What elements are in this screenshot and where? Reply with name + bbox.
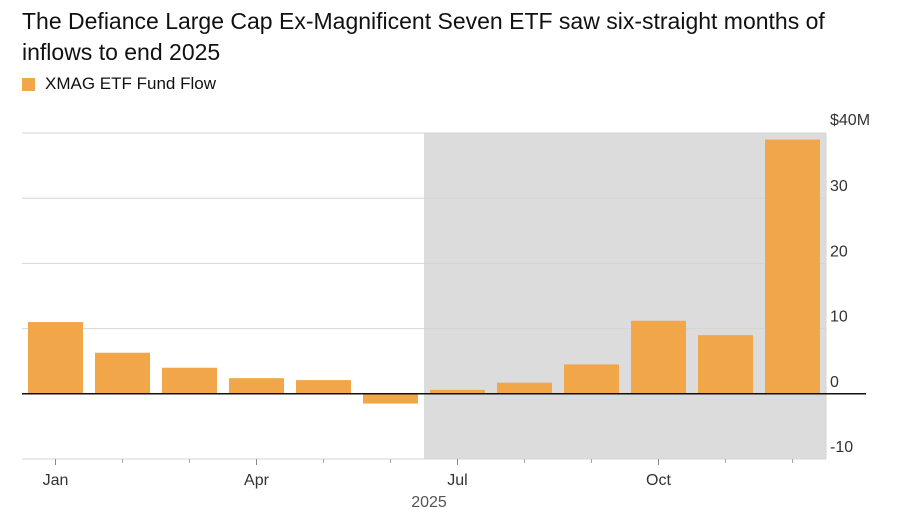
chart-title: The Defiance Large Cap Ex-Magnificent Se… [22,8,825,65]
bar [765,139,820,394]
bar [497,382,552,394]
y-tick-label: -10 [830,439,853,456]
y-tick-label: $40M [830,112,870,129]
bar [95,352,150,394]
x-tick-label: Jan [43,472,69,489]
bar [363,393,418,404]
bar [162,367,217,394]
x-tick-label: Apr [244,472,270,489]
y-tick-label: 0 [830,374,839,391]
legend-label: XMAG ETF Fund Flow [45,74,216,93]
x-year-label: 2025 [411,494,447,510]
x-tick-label: Oct [646,472,671,489]
legend: XMAG ETF Fund Flow [22,74,216,94]
bar [564,364,619,394]
bar [631,320,686,394]
y-tick-label: 30 [830,178,848,195]
bar [296,380,351,394]
y-tick-label: 20 [830,243,848,260]
legend-swatch [22,77,35,91]
bar [698,335,753,394]
y-tick-label: 10 [830,309,848,326]
bar [28,322,83,394]
shaded-region [424,133,826,459]
x-tick-label: Jul [447,472,467,489]
bar [430,389,485,394]
bar [229,378,284,394]
